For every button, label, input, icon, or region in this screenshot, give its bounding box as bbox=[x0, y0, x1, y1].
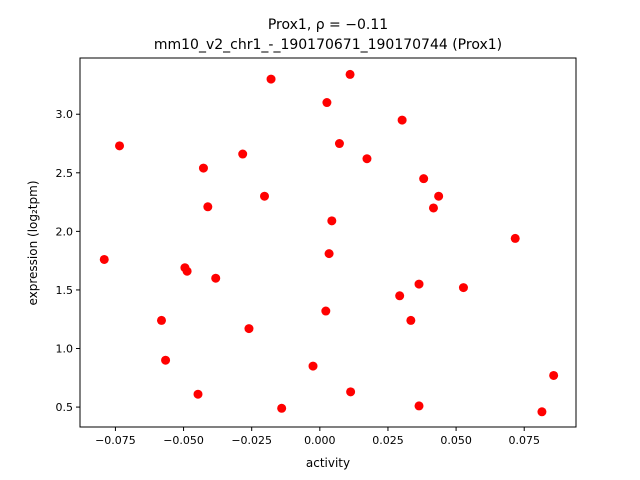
y-tick-label: 2.0 bbox=[56, 225, 74, 238]
points-layer bbox=[99, 69, 559, 417]
x-tick-label: −0.025 bbox=[231, 434, 272, 447]
data-point bbox=[324, 249, 334, 259]
data-point bbox=[537, 407, 547, 417]
y-tick-label: 3.0 bbox=[56, 108, 74, 121]
x-tick-label: 0.025 bbox=[372, 434, 404, 447]
plot-area bbox=[79, 57, 577, 428]
data-point bbox=[182, 266, 192, 276]
data-point bbox=[198, 163, 208, 173]
data-point bbox=[458, 283, 468, 293]
data-point bbox=[395, 291, 405, 301]
data-point bbox=[193, 389, 203, 399]
y-axis-label: expression (log₂tpm) bbox=[26, 180, 40, 305]
plot-frame bbox=[79, 57, 577, 428]
chart-title-line2: mm10_v2_chr1_-_190170671_190170744 (Prox… bbox=[154, 37, 502, 53]
x-axis-label: activity bbox=[306, 456, 350, 470]
data-point bbox=[203, 202, 213, 212]
data-point bbox=[397, 115, 407, 125]
y-axis: 0.5 1.0 1.5 2.0 2.5 3.0 bbox=[56, 108, 80, 414]
y-tick-label: 2.5 bbox=[56, 167, 74, 180]
x-tick-label: −0.075 bbox=[95, 434, 136, 447]
data-point bbox=[260, 191, 269, 201]
x-tick-label: 0.075 bbox=[508, 434, 540, 447]
data-point bbox=[308, 361, 318, 371]
data-point bbox=[549, 370, 559, 380]
data-point bbox=[277, 403, 287, 413]
data-point bbox=[238, 149, 248, 159]
data-point bbox=[414, 401, 424, 411]
x-tick-label: 0.000 bbox=[304, 434, 336, 447]
y-tick-label: 1.0 bbox=[56, 343, 74, 356]
data-point bbox=[428, 203, 438, 213]
y-tick-label: 1.5 bbox=[56, 284, 74, 297]
data-point bbox=[244, 324, 254, 334]
y-tick-label: 0.5 bbox=[56, 401, 74, 414]
data-point bbox=[327, 216, 337, 226]
data-point bbox=[211, 273, 221, 283]
data-point bbox=[321, 306, 331, 316]
data-point bbox=[406, 315, 416, 325]
data-point bbox=[156, 315, 166, 325]
data-point bbox=[161, 355, 171, 365]
data-point bbox=[99, 254, 109, 264]
x-axis: −0.075 −0.050 −0.025 0.000 0.025 0.050 0.075 bbox=[95, 427, 540, 447]
data-point bbox=[115, 141, 125, 151]
data-point bbox=[346, 387, 356, 397]
data-point bbox=[419, 174, 429, 184]
data-point bbox=[322, 98, 332, 108]
chart-title-line1: Prox1, ρ = −0.11 bbox=[268, 17, 388, 33]
data-point bbox=[510, 233, 520, 243]
data-point bbox=[414, 279, 424, 289]
plot-background bbox=[80, 58, 576, 427]
data-point bbox=[362, 154, 372, 164]
x-tick-label: −0.050 bbox=[163, 434, 204, 447]
data-point bbox=[345, 69, 355, 79]
x-tick-label: 0.050 bbox=[440, 434, 472, 447]
data-point bbox=[434, 191, 444, 201]
data-point bbox=[334, 139, 344, 149]
data-point bbox=[266, 74, 276, 84]
